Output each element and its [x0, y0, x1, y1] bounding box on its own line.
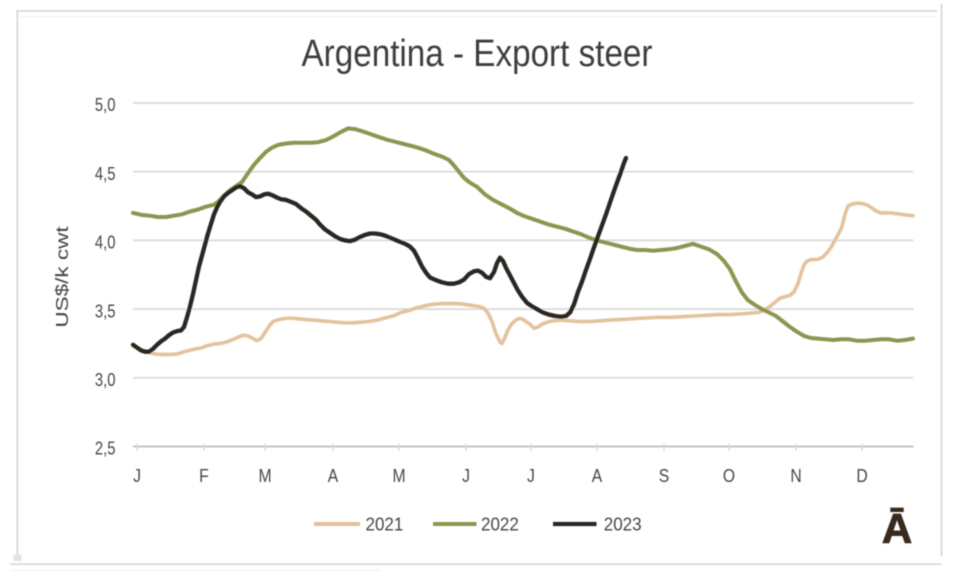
- svg-text:US$/k cwt: US$/k cwt: [53, 226, 72, 328]
- svg-text:2023: 2023: [604, 514, 642, 535]
- svg-text:S: S: [659, 465, 669, 487]
- svg-text:A: A: [328, 465, 339, 487]
- svg-text:J: J: [527, 465, 535, 487]
- svg-text:5,0: 5,0: [95, 95, 116, 116]
- svg-text:Argentina - Export steer: Argentina - Export steer: [302, 32, 653, 75]
- svg-text:4,5: 4,5: [95, 163, 116, 184]
- svg-text:3,0: 3,0: [95, 369, 116, 390]
- svg-text:Ā: Ā: [882, 505, 912, 552]
- svg-text:M: M: [258, 465, 271, 487]
- svg-text:D: D: [856, 465, 867, 487]
- svg-text:M: M: [392, 465, 405, 487]
- svg-text:4,0: 4,0: [95, 232, 116, 253]
- svg-text:2,5: 2,5: [95, 438, 116, 459]
- svg-text:F: F: [199, 465, 209, 487]
- svg-text:J: J: [133, 465, 141, 487]
- svg-text:2022: 2022: [481, 514, 519, 535]
- svg-text:N: N: [790, 465, 801, 487]
- svg-text:O: O: [723, 465, 735, 487]
- svg-text:2021: 2021: [366, 514, 404, 535]
- svg-text:J: J: [462, 465, 470, 487]
- svg-text:A: A: [592, 465, 603, 487]
- svg-text:3,5: 3,5: [95, 301, 116, 322]
